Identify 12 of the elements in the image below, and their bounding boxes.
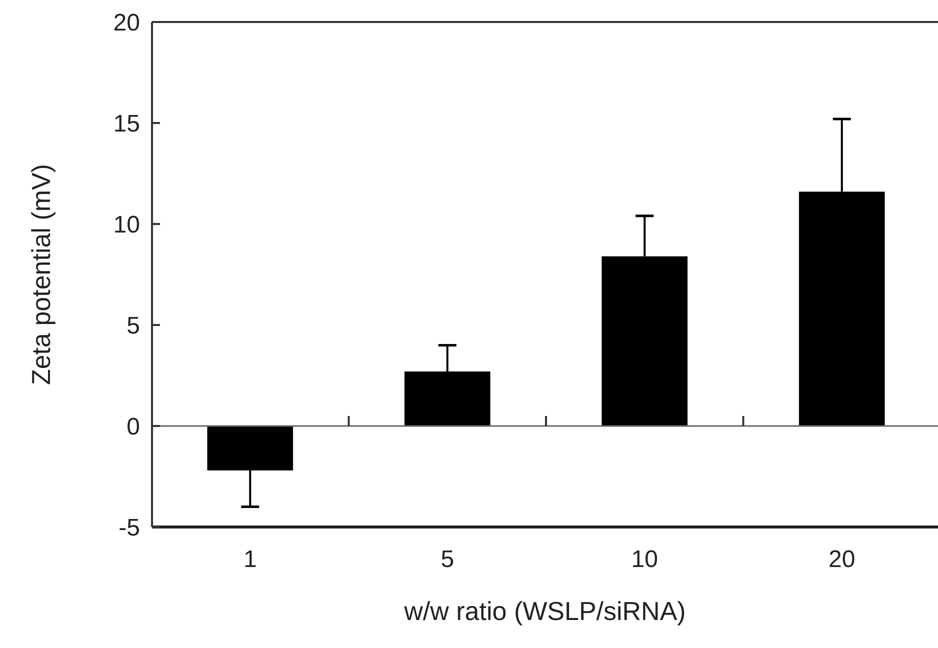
y-tick-label: -5 [118, 514, 140, 542]
y-tick-label: 10 [113, 211, 140, 238]
x-tick-label: 5 [440, 546, 454, 573]
x-tick-label: 10 [631, 546, 658, 573]
y-tick-label: 0 [126, 413, 140, 440]
y-tick-label: 15 [113, 110, 140, 138]
y-tick-label: 5 [126, 312, 140, 340]
y-axis-title: Zeta potential (mV) [26, 164, 56, 386]
y-tick-label: 20 [113, 9, 140, 36]
x-tick-label: 20 [828, 546, 856, 573]
x-axis-title: w/w ratio (WSLP/siRNA) [403, 596, 686, 626]
x-tick-label: 1 [243, 546, 257, 573]
